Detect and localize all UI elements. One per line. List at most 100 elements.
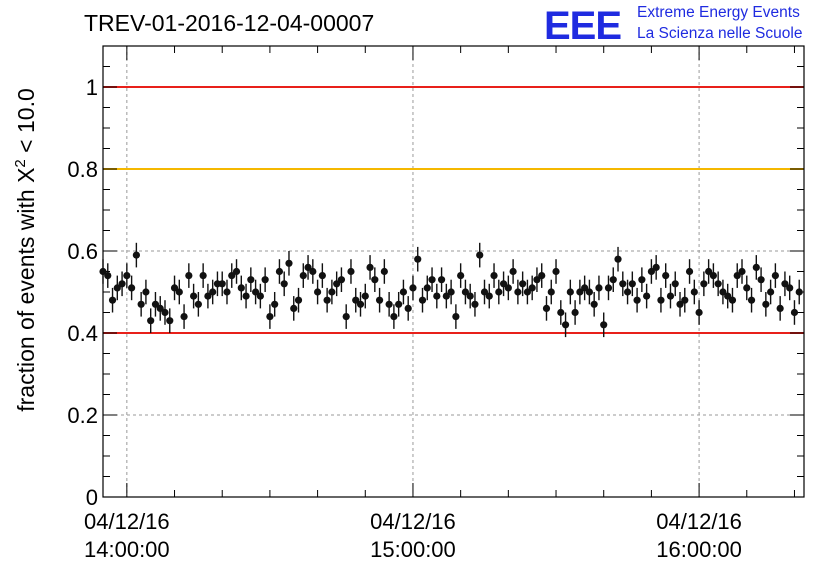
data-point <box>795 288 803 296</box>
data-point <box>447 288 455 296</box>
data-point <box>552 267 560 276</box>
data-point <box>156 304 164 312</box>
data-point <box>533 276 541 284</box>
x-tick-label-date-1: 04/12/16 <box>370 509 456 534</box>
data-point <box>108 296 117 304</box>
y-tick-label-1: 0.2 <box>67 403 98 428</box>
data-point <box>356 300 365 308</box>
data-point <box>199 272 207 280</box>
y-axis-label-prefix: fraction of events with <box>12 182 39 412</box>
data-point <box>161 308 169 317</box>
data-point <box>733 272 741 280</box>
data-point <box>657 296 665 304</box>
data-point <box>242 292 250 300</box>
data-point <box>218 280 226 288</box>
data-point <box>585 288 594 296</box>
reference-lines <box>103 86 804 334</box>
x-tick-label-date-0: 04/12/16 <box>84 509 170 534</box>
data-point <box>294 296 303 304</box>
data-point <box>738 267 746 276</box>
data-point <box>232 267 241 276</box>
data-point <box>709 272 717 280</box>
data-point <box>323 296 331 304</box>
y-tick-label-0: 0 <box>86 485 98 510</box>
data-point <box>676 300 684 308</box>
data-point <box>347 267 355 276</box>
data-point <box>519 280 527 288</box>
data-point <box>457 272 465 280</box>
data-point <box>166 317 174 325</box>
data-point <box>247 276 255 284</box>
data-point <box>256 292 264 300</box>
data-point <box>643 292 651 300</box>
data-point <box>776 304 784 312</box>
data-point <box>724 292 732 300</box>
y-axis-label: fraction of events with X2 < 10.0 <box>12 88 40 412</box>
y-axis-ticks: 0 0.2 0.4 0.6 0.8 1 <box>67 45 804 510</box>
data-point <box>790 308 799 317</box>
data-point <box>132 251 140 259</box>
data-point <box>142 288 150 296</box>
data-point <box>285 259 293 267</box>
data-point <box>747 296 756 304</box>
data-point <box>304 263 312 271</box>
data-point <box>190 292 198 300</box>
data-point <box>237 284 245 292</box>
data-point <box>313 288 322 296</box>
data-point <box>271 300 279 308</box>
data-point <box>666 292 675 300</box>
data-point <box>604 284 613 292</box>
logo-tagline-2: La Scienza nelle Scuole <box>637 25 803 42</box>
data-point <box>390 313 398 321</box>
data-point <box>409 284 417 292</box>
data-point <box>280 280 288 288</box>
data-point <box>366 263 374 271</box>
data-point <box>609 276 617 284</box>
data-point <box>204 292 212 300</box>
data-point <box>728 296 737 304</box>
data-point <box>514 288 522 296</box>
data-point <box>752 263 760 271</box>
data-point <box>786 284 794 292</box>
logo-tagline-1: Extreme Energy Events <box>637 4 800 21</box>
data-point <box>128 284 136 292</box>
data-point <box>151 300 160 308</box>
data-point <box>714 280 722 288</box>
data-point <box>480 288 489 296</box>
data-point <box>290 304 298 312</box>
data-point <box>251 288 260 296</box>
data-point <box>452 313 460 321</box>
data-point <box>328 288 336 296</box>
data-point <box>433 292 441 300</box>
data-point <box>700 280 708 288</box>
data-point <box>194 300 202 308</box>
data-point <box>590 300 598 308</box>
data-point <box>719 288 727 296</box>
data-point <box>318 272 326 280</box>
data-point <box>547 288 555 296</box>
data-point <box>185 272 193 280</box>
data-point <box>371 276 379 284</box>
data-point <box>623 288 632 296</box>
y-axis-label-suffix: < 10.0 <box>12 88 39 160</box>
data-point <box>695 308 703 317</box>
data-point <box>437 276 446 284</box>
data-point <box>771 272 779 280</box>
data-point <box>619 280 627 288</box>
data-point <box>557 308 565 317</box>
y-tick-label-5: 1 <box>86 75 98 100</box>
chart-title: TREV-01-2016-12-04-00007 <box>84 10 375 36</box>
data-point <box>223 288 231 296</box>
eee-logo: EEE <box>544 4 622 48</box>
data-point <box>266 313 274 321</box>
data-point <box>490 272 498 280</box>
data-point <box>414 255 422 263</box>
x-tick-label-date-2: 04/12/16 <box>656 509 742 534</box>
x-tick-label-time-1: 15:00:00 <box>370 537 456 562</box>
data-point <box>767 288 775 296</box>
data-point <box>614 255 622 263</box>
data-point <box>104 272 112 280</box>
data-point <box>333 280 341 288</box>
data-point <box>595 284 603 292</box>
data-point <box>538 272 546 280</box>
